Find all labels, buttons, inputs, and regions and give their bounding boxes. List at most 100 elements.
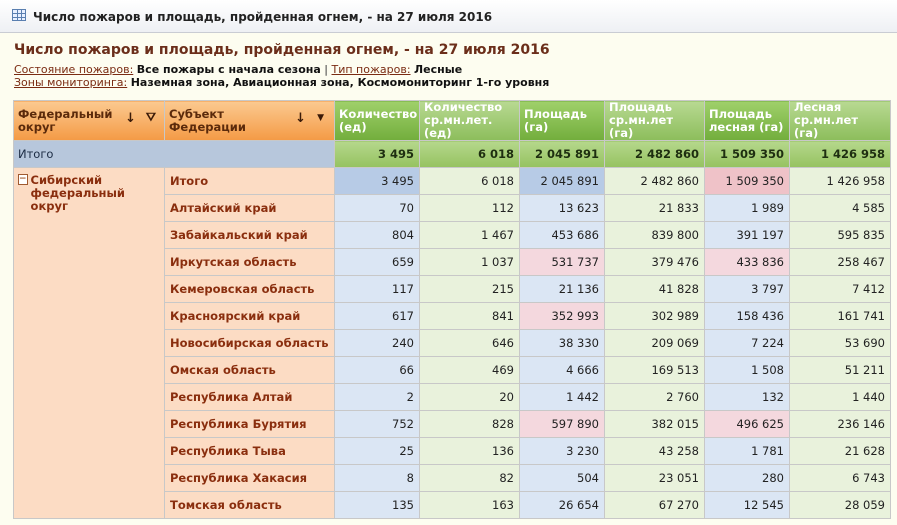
district-total-label: Итого: [164, 167, 335, 195]
data-cell: 136: [419, 437, 520, 465]
data-cell: 135: [334, 491, 420, 519]
subject-label[interactable]: Республика Хакасия: [164, 464, 335, 492]
subject-label[interactable]: Омская область: [164, 356, 335, 384]
total-cell: 2 045 891: [519, 140, 605, 168]
subject-label[interactable]: Красноярский край: [164, 302, 335, 330]
data-cell: 2: [334, 383, 420, 411]
data-cell: 41 828: [604, 275, 705, 303]
fire-state-link[interactable]: Состояние пожаров:: [14, 63, 134, 76]
header-subject[interactable]: Субъект Федерации ↓ ▼: [164, 100, 335, 141]
data-cell: 209 069: [604, 329, 705, 357]
header-col-count-avg[interactable]: Количество ср.мн.лет. (ед): [419, 100, 520, 141]
data-cell: 163: [419, 491, 520, 519]
data-cell: 82: [419, 464, 520, 492]
total-cell: 3 495: [334, 140, 420, 168]
monitoring-zones-link[interactable]: Зоны мониторинга:: [14, 76, 128, 89]
header-fed-district[interactable]: Федеральный округ ↓ ⛛: [13, 100, 165, 141]
header-fed-district-label: Федеральный округ: [18, 106, 113, 134]
table-row: Республика Тыва 25 136 3 230 43 258 1 781 21 6…: [14, 437, 891, 465]
collapse-toggle-icon[interactable]: −: [18, 174, 28, 185]
subject-label[interactable]: Республика Алтай: [164, 383, 335, 411]
data-cell: 8: [334, 464, 420, 492]
header-col-area[interactable]: Площадь (га): [519, 100, 605, 141]
filter-line-2: Зоны мониторинга: Наземная зона, Авиацио…: [14, 76, 549, 89]
data-cell: 51 211: [789, 356, 891, 384]
data-cell: 453 686: [519, 221, 605, 249]
data-cell: 433 836: [704, 248, 790, 276]
pivot-table: Федеральный округ ↓ ⛛ Субъект Федерации …: [13, 100, 891, 519]
data-cell: 1 426 958: [789, 167, 891, 195]
data-cell: 21 628: [789, 437, 891, 465]
data-cell: 21 833: [604, 194, 705, 222]
data-cell: 752: [334, 410, 420, 438]
data-cell: 1 037: [419, 248, 520, 276]
subject-label[interactable]: Республика Тыва: [164, 437, 335, 465]
subject-label[interactable]: Забайкальский край: [164, 221, 335, 249]
subject-label[interactable]: Иркутская область: [164, 248, 335, 276]
data-cell: 504: [519, 464, 605, 492]
data-cell: 23 051: [604, 464, 705, 492]
header-subject-label: Субъект Федерации: [169, 106, 246, 134]
fire-type-link[interactable]: Тип пожаров:: [331, 63, 411, 76]
data-cell: 597 890: [519, 410, 605, 438]
data-cell: 169 513: [604, 356, 705, 384]
data-cell: 496 625: [704, 410, 790, 438]
subject-label[interactable]: Республика Бурятия: [164, 410, 335, 438]
subject-label[interactable]: Томская область: [164, 491, 335, 519]
filter-separator: |: [324, 63, 328, 76]
report-title: Число пожаров и площадь, пройденная огне…: [14, 42, 550, 58]
data-cell: 382 015: [604, 410, 705, 438]
data-cell: 804: [334, 221, 420, 249]
table-row: Алтайский край 70 112 13 623 21 833 1 989 4 58…: [14, 194, 891, 222]
table-row: Новосибирская область 240 646 38 330 209 069…: [14, 329, 891, 357]
data-cell: 70: [334, 194, 420, 222]
header-col-forest-avg[interactable]: Лесная ср.мн.лет (га): [789, 100, 891, 141]
sort-arrow-icon[interactable]: ↓: [295, 111, 306, 126]
table-row: Иркутская область 659 1 037 531 737 379 476 4…: [14, 248, 891, 276]
data-cell: 280: [704, 464, 790, 492]
sort-arrow-icon[interactable]: ↓: [125, 111, 136, 126]
header-col-area-avg[interactable]: Площадь ср.мн.лет (га): [604, 100, 705, 141]
data-cell: 4 585: [789, 194, 891, 222]
data-cell: 1 467: [419, 221, 520, 249]
data-cell: 7 224: [704, 329, 790, 357]
data-cell: 4 666: [519, 356, 605, 384]
data-cell: 236 146: [789, 410, 891, 438]
subject-label[interactable]: Алтайский край: [164, 194, 335, 222]
data-cell: 240: [334, 329, 420, 357]
data-cell: 132: [704, 383, 790, 411]
subject-label[interactable]: Новосибирская область: [164, 329, 335, 357]
data-cell: 1 508: [704, 356, 790, 384]
subject-label[interactable]: Кемеровская область: [164, 275, 335, 303]
data-cell: 659: [334, 248, 420, 276]
data-cell: 595 835: [789, 221, 891, 249]
header-col-forest-area[interactable]: Площадь лесная (га): [704, 100, 790, 141]
data-cell: 3 495: [334, 167, 420, 195]
data-cell: 302 989: [604, 302, 705, 330]
data-cell: 20: [419, 383, 520, 411]
data-cell: 531 737: [519, 248, 605, 276]
data-cell: 21 136: [519, 275, 605, 303]
table-row: Забайкальский край 804 1 467 453 686 839 800…: [14, 221, 891, 249]
data-cell: 1 442: [519, 383, 605, 411]
filter-line-1: Состояние пожаров: Все пожары с начала с…: [14, 63, 549, 76]
data-cell: 25: [334, 437, 420, 465]
data-cell: 158 436: [704, 302, 790, 330]
chevron-down-icon[interactable]: ▼: [317, 113, 324, 123]
district-total-row: − Сибирский федеральный округ Итого 3 49…: [13, 167, 891, 519]
data-cell: 117: [334, 275, 420, 303]
data-cell: 1 989: [704, 194, 790, 222]
filter-funnel-icon[interactable]: ⛛: [145, 110, 156, 124]
total-cell: 1 509 350: [704, 140, 790, 168]
district-name[interactable]: Сибирский федеральный округ: [30, 173, 125, 213]
data-cell: 841: [419, 302, 520, 330]
data-cell: 43 258: [604, 437, 705, 465]
data-cell: 469: [419, 356, 520, 384]
data-cell: 6 743: [789, 464, 891, 492]
data-cell: 3 797: [704, 275, 790, 303]
data-cell: 258 467: [789, 248, 891, 276]
header-col-count[interactable]: Количество (ед): [334, 100, 420, 141]
data-cell: 839 800: [604, 221, 705, 249]
grand-total-label: Итого: [13, 140, 335, 168]
data-cell: 2 760: [604, 383, 705, 411]
